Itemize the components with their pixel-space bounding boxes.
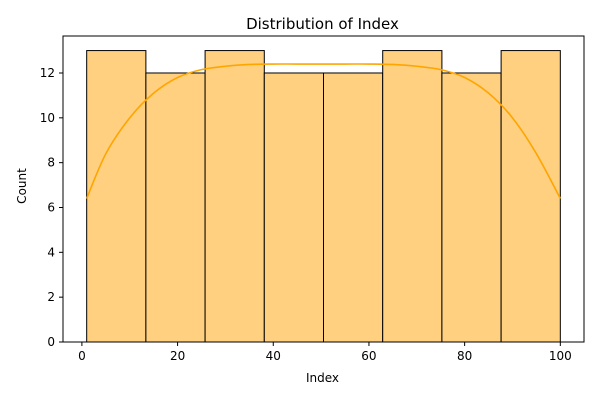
- x-tick-label: 0: [78, 349, 86, 363]
- axes-layer: [62, 35, 585, 343]
- plot-frame: [62, 35, 585, 343]
- y-tick-label: 10: [40, 111, 55, 125]
- x-axis-label: Index: [306, 371, 339, 385]
- ticks-layer: 0 20 40 60 80 100 0 2 4 6 8 10 12: [40, 66, 572, 363]
- x-tick-label: 100: [549, 349, 572, 363]
- histogram-bar-2: [145, 72, 206, 343]
- histogram-bar-3: [204, 50, 265, 343]
- y-tick-label: 8: [47, 156, 55, 170]
- x-tick-label: 20: [170, 349, 185, 363]
- y-tick-label: 12: [40, 66, 55, 80]
- x-tick-label: 60: [361, 349, 376, 363]
- bars-layer: [86, 50, 561, 343]
- kde-curve: [85, 63, 562, 199]
- histogram-bar-6: [382, 50, 443, 343]
- y-tick-label: 6: [47, 200, 55, 214]
- histogram-bar-8: [500, 50, 561, 343]
- x-tick-label: 80: [457, 349, 472, 363]
- y-tick-label: 2: [47, 290, 55, 304]
- kde-layer: [85, 63, 562, 199]
- chart-title: Distribution of Index: [246, 15, 399, 33]
- y-axis-label: Count: [15, 168, 29, 204]
- histogram-bar-7: [441, 72, 502, 343]
- histogram-bar-1: [86, 50, 147, 343]
- x-tick-label: 40: [266, 349, 281, 363]
- histogram-bar-4: [263, 72, 324, 343]
- histogram-bar-5: [323, 72, 384, 343]
- y-tick-label: 0: [47, 335, 55, 349]
- y-tick-label: 4: [47, 245, 55, 259]
